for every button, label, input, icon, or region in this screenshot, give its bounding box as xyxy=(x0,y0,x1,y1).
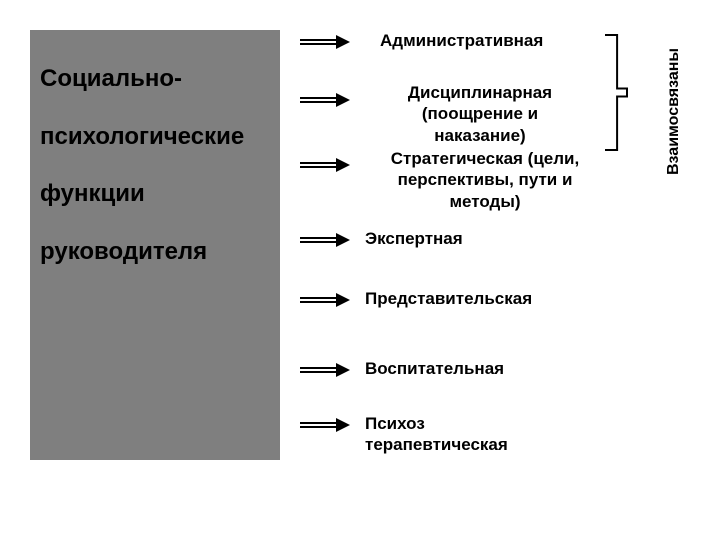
arrow-icon xyxy=(300,418,350,432)
arrow-icon xyxy=(300,35,350,49)
function-label: Экспертная xyxy=(365,228,475,249)
function-label: Административная xyxy=(380,30,560,51)
arrow-icon xyxy=(300,293,350,307)
function-label: Воспитательная xyxy=(365,358,505,379)
grouping-bracket xyxy=(605,35,627,150)
arrow-icon xyxy=(300,93,350,107)
title-box: Социально-психологические функции руково… xyxy=(30,30,280,460)
arrow-icon xyxy=(300,363,350,377)
function-label: Стратегическая (цели, перспективы, пути … xyxy=(370,148,600,212)
function-label: Представительская xyxy=(365,288,535,309)
function-label: Психоз терапевтическая xyxy=(365,413,565,456)
function-label: Дисциплинарная (поощрение и наказание) xyxy=(395,82,565,146)
arrow-icon xyxy=(300,233,350,247)
side-label-interrelated: Взаимосвязаны xyxy=(665,48,683,175)
arrow-icon xyxy=(300,158,350,172)
